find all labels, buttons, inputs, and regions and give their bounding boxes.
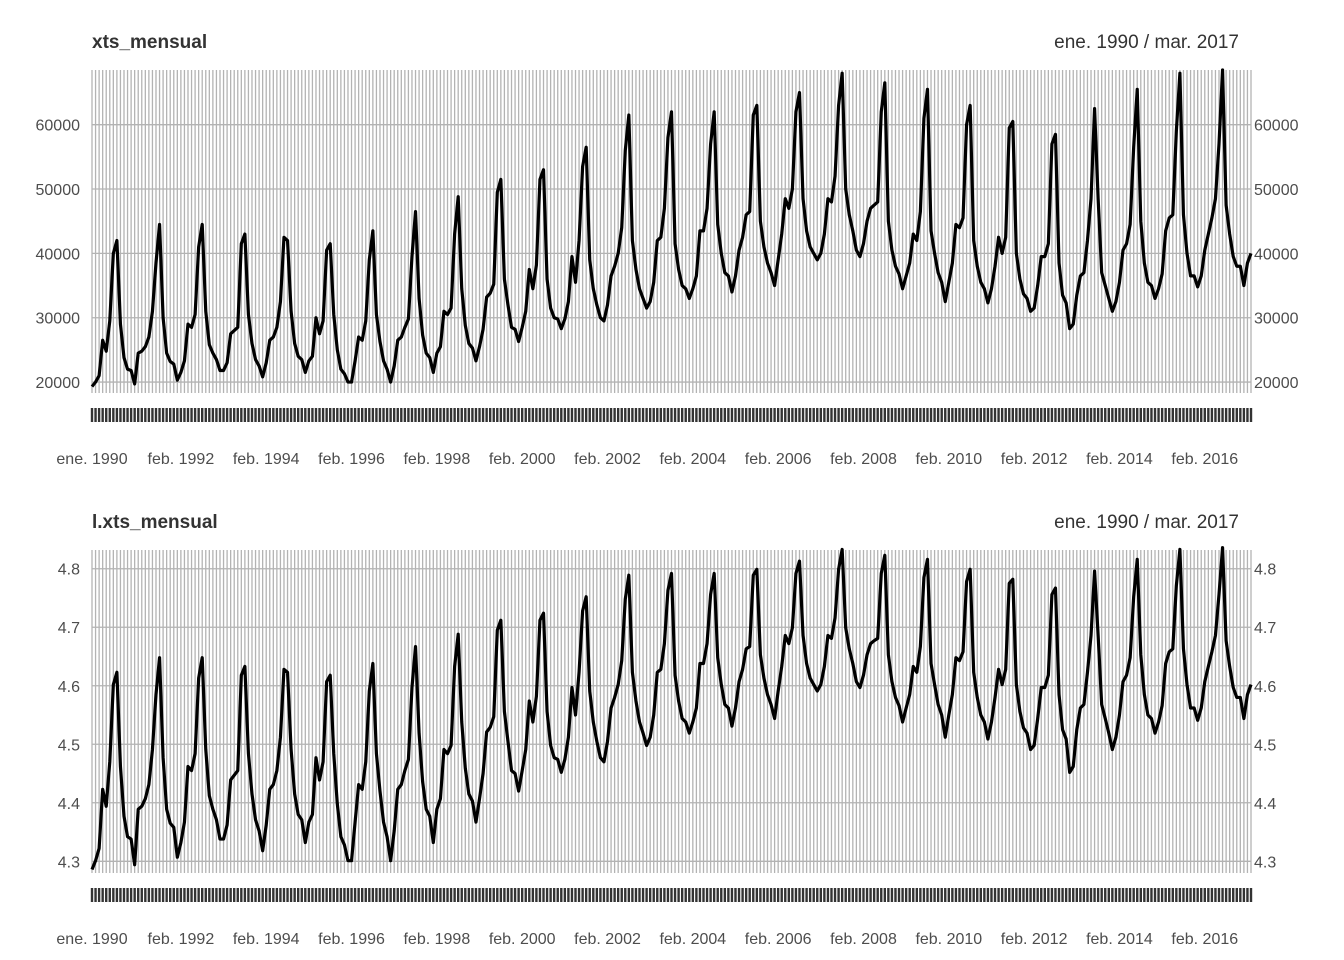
panel-xts-mensual: xts_mensual ene. 1990 / mar. 2017 20000 3… bbox=[36, 32, 1299, 468]
y-tick-label: 4.6 bbox=[58, 679, 80, 696]
x-tick-label: feb. 2016 bbox=[1171, 931, 1238, 948]
x-tick-label: feb. 2008 bbox=[830, 931, 897, 948]
y-tick-label: 60000 bbox=[36, 118, 81, 135]
y-axis-left: 20000 30000 40000 50000 60000 bbox=[36, 118, 81, 392]
x-tick-label: feb. 2006 bbox=[745, 451, 812, 468]
y-tick-label: 4.4 bbox=[58, 796, 80, 813]
y-tick-label: 30000 bbox=[1254, 311, 1299, 328]
x-tick-label: feb. 2004 bbox=[659, 451, 726, 468]
x-tick-label: feb. 1998 bbox=[403, 451, 470, 468]
y-tick-label: 20000 bbox=[1254, 375, 1299, 392]
x-axis-labels: ene. 1990 feb. 1992 feb. 1994 feb. 1996 feb.… bbox=[56, 451, 1238, 468]
grid bbox=[91, 550, 1252, 873]
y-tick-label: 60000 bbox=[1254, 118, 1299, 135]
x-tick-label: feb. 2012 bbox=[1001, 451, 1068, 468]
y-tick-label: 4.7 bbox=[1254, 620, 1276, 637]
y-tick-label: 50000 bbox=[1254, 182, 1299, 199]
x-tick-label: feb. 2006 bbox=[745, 931, 812, 948]
x-tick-label: feb. 2002 bbox=[574, 451, 641, 468]
x-axis-labels: ene. 1990 feb. 1992 feb. 1994 feb. 1996 feb.… bbox=[56, 931, 1238, 948]
x-tick-label: feb. 2014 bbox=[1086, 931, 1153, 948]
x-tick-label: ene. 1990 bbox=[56, 931, 127, 948]
y-tick-label: 4.3 bbox=[58, 854, 80, 871]
y-tick-label: 50000 bbox=[36, 182, 81, 199]
chart-title: xts_mensual bbox=[92, 32, 207, 53]
x-tick-label: feb. 2002 bbox=[574, 931, 641, 948]
y-tick-label: 4.5 bbox=[58, 737, 80, 754]
y-axis-right: 4.3 4.4 4.5 4.6 4.7 4.8 bbox=[1254, 562, 1276, 872]
panel-l-xts-mensual: l.xts_mensual ene. 1990 / mar. 2017 4.34… bbox=[56, 512, 1276, 948]
x-tick-label: feb. 1994 bbox=[233, 931, 300, 948]
date-range-label: ene. 1990 / mar. 2017 bbox=[1054, 512, 1239, 533]
x-tick-label: feb. 2000 bbox=[489, 451, 556, 468]
x-axis bbox=[90, 888, 1253, 902]
x-tick-label: feb. 1996 bbox=[318, 451, 385, 468]
x-tick-label: feb. 1994 bbox=[233, 451, 300, 468]
y-tick-label: 20000 bbox=[36, 375, 81, 392]
y-tick-label: 4.8 bbox=[58, 562, 80, 579]
x-tick-label: feb. 2004 bbox=[659, 931, 726, 948]
x-tick-label: feb. 2016 bbox=[1171, 451, 1238, 468]
chart-title: l.xts_mensual bbox=[92, 512, 218, 533]
x-tick-label: feb. 1992 bbox=[148, 451, 215, 468]
series-line bbox=[90, 68, 1253, 388]
x-tick-label: feb. 2010 bbox=[915, 931, 982, 948]
x-tick-label: feb. 2000 bbox=[489, 931, 556, 948]
y-tick-label: 4.8 bbox=[1254, 562, 1276, 579]
y-axis-left: 4.3 4.4 4.5 4.6 4.7 4.8 bbox=[58, 562, 80, 872]
x-tick-label: feb. 1992 bbox=[148, 931, 215, 948]
y-tick-label: 40000 bbox=[1254, 246, 1299, 263]
x-tick-label: feb. 2012 bbox=[1001, 931, 1068, 948]
x-tick-label: feb. 1996 bbox=[318, 931, 385, 948]
series-line bbox=[90, 546, 1253, 871]
y-tick-label: 4.5 bbox=[1254, 737, 1276, 754]
x-tick-label: feb. 2010 bbox=[915, 451, 982, 468]
y-tick-label: 40000 bbox=[36, 246, 81, 263]
grid bbox=[91, 70, 1252, 393]
y-tick-label: 4.3 bbox=[1254, 854, 1276, 871]
x-tick-label: feb. 2014 bbox=[1086, 451, 1153, 468]
y-tick-label: 4.4 bbox=[1254, 796, 1276, 813]
y-tick-label: 30000 bbox=[36, 311, 81, 328]
x-tick-label: feb. 1998 bbox=[403, 931, 470, 948]
x-tick-label: feb. 2008 bbox=[830, 451, 897, 468]
y-tick-label: 4.7 bbox=[58, 620, 80, 637]
x-axis bbox=[90, 408, 1253, 422]
date-range-label: ene. 1990 / mar. 2017 bbox=[1054, 32, 1239, 53]
x-tick-label: ene. 1990 bbox=[56, 451, 127, 468]
y-tick-label: 4.6 bbox=[1254, 679, 1276, 696]
y-axis-right: 20000 30000 40000 50000 60000 bbox=[1254, 118, 1299, 392]
